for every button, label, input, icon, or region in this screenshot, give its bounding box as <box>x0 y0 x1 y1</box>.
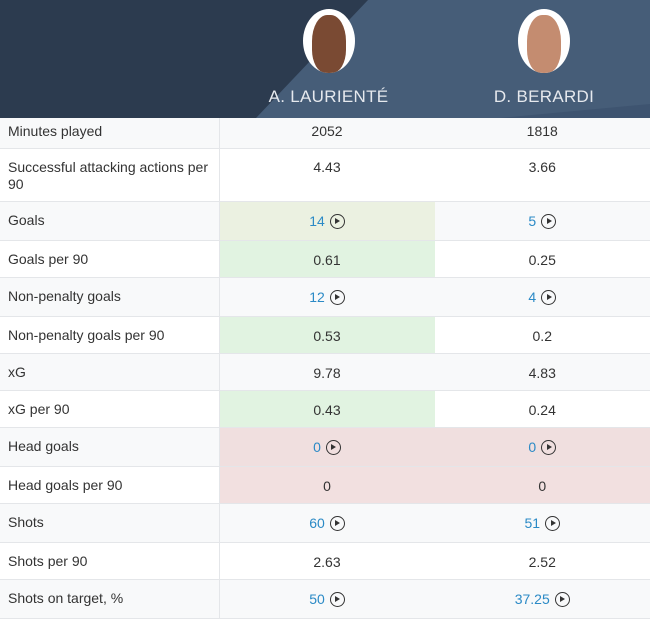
player-1-value: 9.78 <box>219 353 435 390</box>
player-1-value: 12 <box>219 277 435 316</box>
stat-value-link[interactable]: 37.25 <box>515 591 550 607</box>
stat-label: Non-penalty goals per 90 <box>0 316 219 353</box>
player-2-avatar[interactable] <box>518 9 570 73</box>
player-2-value: 0.2 <box>435 316 650 353</box>
stat-label: Minutes played <box>0 118 219 148</box>
player-1-value: 2052 <box>219 118 435 148</box>
player-1-avatar[interactable] <box>303 9 355 73</box>
table-row: Shots on target, % 50 37.25 <box>0 579 650 618</box>
table-row: Shots 60 51 <box>0 503 650 542</box>
play-video-icon[interactable] <box>541 214 556 229</box>
stat-value-link[interactable]: 14 <box>309 213 325 229</box>
player-2-value: 0 <box>435 466 650 503</box>
play-video-icon[interactable] <box>541 290 556 305</box>
player-1-value: 4.43 <box>219 148 435 201</box>
player-2-column-header: D. BERARDI <box>438 0 650 107</box>
stat-value-link[interactable]: 51 <box>524 515 540 531</box>
table-row: Non-penalty goals 12 4 <box>0 277 650 316</box>
player-2-value: 0.25 <box>435 240 650 277</box>
player-1-value: 2.63 <box>219 542 435 579</box>
player-1-value: 0.61 <box>219 240 435 277</box>
stat-label: Head goals per 90 <box>0 466 219 503</box>
player-1-value: 14 <box>219 201 435 240</box>
player-2-value: 37.25 <box>435 579 650 618</box>
player-2-value: 0 <box>435 427 650 466</box>
table-row: Head goals 0 0 <box>0 427 650 466</box>
player-2-value: 3.66 <box>435 148 650 201</box>
stat-value-link[interactable]: 0 <box>528 439 536 455</box>
play-video-icon[interactable] <box>541 440 556 455</box>
player-1-value: 0.43 <box>219 390 435 427</box>
stat-value-link[interactable]: 4 <box>528 289 536 305</box>
stat-label: xG per 90 <box>0 390 219 427</box>
play-video-icon[interactable] <box>330 516 345 531</box>
player-2-value: 51 <box>435 503 650 542</box>
stat-value-link[interactable]: 5 <box>528 213 536 229</box>
stat-label: Non-penalty goals <box>0 277 219 316</box>
play-video-icon[interactable] <box>330 592 345 607</box>
player-2-value: 4 <box>435 277 650 316</box>
stat-label: Shots <box>0 503 219 542</box>
player-1-value: 60 <box>219 503 435 542</box>
stat-value-link[interactable]: 12 <box>309 289 325 305</box>
play-video-icon[interactable] <box>330 290 345 305</box>
player-2-name: D. BERARDI <box>438 87 650 107</box>
player-1-value: 0 <box>219 427 435 466</box>
player-2-value: 5 <box>435 201 650 240</box>
stat-value-link[interactable]: 0 <box>313 439 321 455</box>
stat-label: Goals per 90 <box>0 240 219 277</box>
player-1-column-header: A. LAURIENTÉ <box>219 0 438 107</box>
player-1-value: 0.53 <box>219 316 435 353</box>
player-1-value: 50 <box>219 579 435 618</box>
player-2-value: 1818 <box>435 118 650 148</box>
stat-label: Goals <box>0 201 219 240</box>
play-video-icon[interactable] <box>326 440 341 455</box>
player-2-value: 2.52 <box>435 542 650 579</box>
stat-label: Head goals <box>0 427 219 466</box>
player-2-value: 0.24 <box>435 390 650 427</box>
play-video-icon[interactable] <box>330 214 345 229</box>
table-row: Goals 14 5 <box>0 201 650 240</box>
stat-label: xG <box>0 353 219 390</box>
player-2-value: 4.83 <box>435 353 650 390</box>
stat-label: Shots on target, % <box>0 579 219 618</box>
player-1-value: 0 <box>219 466 435 503</box>
stat-value-link[interactable]: 60 <box>309 515 325 531</box>
player-1-name: A. LAURIENTÉ <box>219 87 438 107</box>
play-video-icon[interactable] <box>545 516 560 531</box>
play-video-icon[interactable] <box>555 592 570 607</box>
stat-value-link[interactable]: 50 <box>309 591 325 607</box>
stat-label: Shots per 90 <box>0 542 219 579</box>
comparison-header: A. LAURIENTÉ D. BERARDI <box>0 0 650 118</box>
stat-label: Successful attacking actions per 90 <box>0 148 219 201</box>
